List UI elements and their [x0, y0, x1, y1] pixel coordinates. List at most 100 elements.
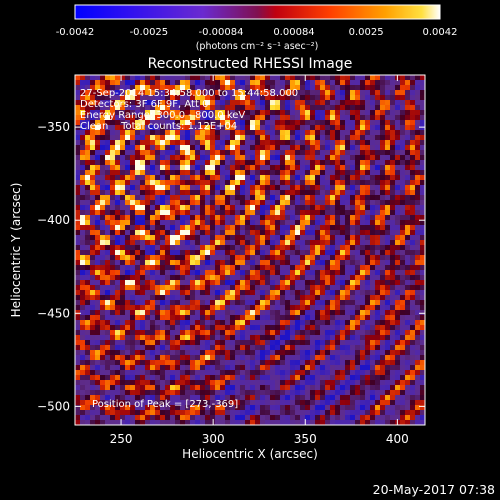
heatmap-cell — [400, 185, 406, 191]
heatmap-cell — [275, 360, 281, 366]
heatmap-cell — [75, 80, 81, 86]
heatmap-cell — [420, 175, 425, 181]
heatmap-cell — [125, 110, 131, 116]
heatmap-cell — [115, 370, 121, 376]
heatmap-cell — [85, 240, 91, 246]
heatmap-cell — [385, 390, 391, 396]
heatmap-cell — [410, 205, 416, 211]
heatmap-cell — [220, 195, 226, 201]
heatmap-cell — [295, 385, 301, 391]
heatmap-cell — [350, 305, 356, 311]
heatmap-cell — [80, 135, 86, 141]
heatmap-cell — [95, 350, 101, 356]
heatmap-cell — [95, 80, 101, 86]
heatmap-cell — [415, 370, 421, 376]
heatmap-cell — [395, 125, 401, 131]
heatmap-cell — [90, 235, 96, 241]
heatmap-cell — [400, 275, 406, 281]
heatmap-cell — [75, 250, 81, 256]
heatmap-cell — [75, 145, 81, 151]
heatmap-cell — [155, 110, 161, 116]
heatmap-cell — [220, 145, 226, 151]
heatmap-cell — [210, 280, 216, 286]
heatmap-cell — [345, 345, 351, 351]
heatmap-cell — [220, 415, 226, 421]
heatmap-cell — [275, 220, 281, 226]
heatmap-cell — [110, 80, 116, 86]
heatmap-cell — [355, 415, 361, 421]
heatmap-cell — [245, 150, 251, 156]
heatmap-cell — [135, 135, 141, 141]
heatmap-cell — [190, 205, 196, 211]
heatmap-cell — [220, 185, 226, 191]
heatmap-cell — [145, 340, 151, 346]
heatmap-cell — [190, 340, 196, 346]
heatmap-cell — [340, 270, 346, 276]
heatmap-cell — [410, 270, 416, 276]
heatmap-cell — [215, 105, 221, 111]
heatmap-cell — [105, 205, 111, 211]
heatmap-cell — [355, 225, 361, 231]
heatmap-cell — [85, 95, 91, 101]
heatmap-cell — [270, 305, 276, 311]
heatmap-cell — [335, 235, 341, 241]
heatmap-cell — [335, 325, 341, 331]
heatmap-cell — [130, 360, 136, 366]
heatmap-cell — [230, 275, 236, 281]
heatmap-cell — [170, 285, 176, 291]
heatmap-cell — [410, 135, 416, 141]
heatmap-cell — [255, 320, 261, 326]
heatmap-cell — [110, 165, 116, 171]
heatmap-cell — [385, 180, 391, 186]
heatmap-cell — [80, 205, 86, 211]
heatmap-cell — [90, 390, 96, 396]
heatmap-cell — [255, 300, 261, 306]
heatmap-cell — [145, 410, 151, 416]
heatmap-cell — [330, 270, 336, 276]
heatmap-cell — [295, 255, 301, 261]
heatmap-cell — [270, 410, 276, 416]
heatmap-cell — [380, 385, 386, 391]
heatmap-cell — [220, 75, 226, 81]
heatmap-cell — [135, 310, 141, 316]
heatmap-cell — [305, 380, 311, 386]
heatmap-cell — [115, 105, 121, 111]
heatmap-cell — [295, 155, 301, 161]
heatmap-cell — [385, 285, 391, 291]
heatmap-cell — [210, 95, 216, 101]
heatmap-cell — [95, 165, 101, 171]
heatmap-cell — [310, 420, 316, 425]
heatmap-cell — [105, 200, 111, 206]
heatmap-cell — [85, 370, 91, 376]
heatmap-cell — [195, 215, 201, 221]
heatmap-cell — [295, 75, 301, 81]
heatmap-cell — [305, 165, 311, 171]
heatmap-cell — [250, 75, 256, 81]
heatmap-cell — [330, 370, 336, 376]
heatmap-cell — [135, 215, 141, 221]
heatmap-cell — [90, 110, 96, 116]
heatmap-cell — [405, 410, 411, 416]
heatmap-cell — [320, 365, 326, 371]
heatmap-cell — [310, 280, 316, 286]
heatmap-cell — [300, 200, 306, 206]
heatmap-cell — [370, 115, 376, 121]
heatmap-cell — [385, 375, 391, 381]
heatmap-cell — [165, 415, 171, 421]
heatmap-cell — [325, 370, 331, 376]
heatmap-cell — [135, 230, 141, 236]
heatmap-cell — [125, 180, 131, 186]
heatmap-cell — [85, 415, 91, 421]
heatmap-cell — [230, 205, 236, 211]
heatmap-cell — [305, 230, 311, 236]
heatmap-cell — [375, 260, 381, 266]
heatmap-cell — [95, 130, 101, 136]
heatmap-cell — [140, 405, 146, 411]
heatmap-cell — [120, 325, 126, 331]
heatmap-cell — [205, 175, 211, 181]
heatmap-cell — [195, 180, 201, 186]
heatmap-cell — [175, 360, 181, 366]
heatmap-cell — [245, 130, 251, 136]
heatmap-cell — [390, 235, 396, 241]
heatmap-cell — [165, 420, 171, 425]
